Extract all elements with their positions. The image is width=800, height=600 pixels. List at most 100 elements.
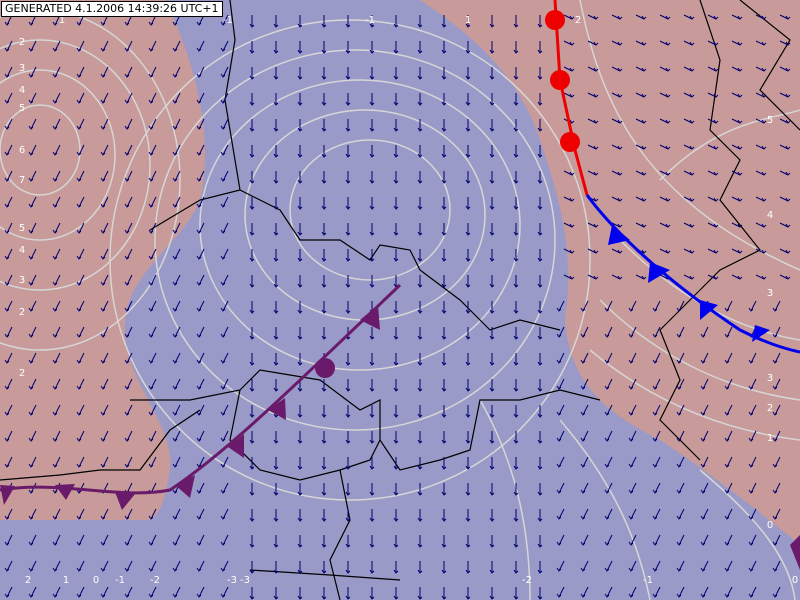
wind-arrow (611, 144, 623, 150)
wind-arrow (220, 300, 229, 312)
wind-arrow (172, 248, 181, 260)
isobar-label: 5 (19, 223, 25, 234)
wind-arrow (172, 508, 181, 520)
isobar-label: 3 (767, 288, 773, 299)
wind-arrow (465, 275, 471, 288)
wind-arrow (52, 586, 61, 598)
wind-arrow (4, 144, 13, 156)
wind-arrow (321, 509, 327, 522)
wind-arrow (731, 40, 743, 46)
wind-arrow (772, 352, 781, 364)
isobar-label: 4 (19, 85, 25, 96)
wind-arrow (273, 171, 279, 184)
wind-arrow (465, 171, 471, 184)
wind-arrow (652, 326, 661, 338)
wind-arrow (172, 404, 181, 416)
wind-arrow (772, 508, 781, 520)
wind-arrow (124, 118, 133, 130)
wind-arrow (537, 275, 543, 288)
wind-arrow (537, 379, 543, 392)
wind-arrow (297, 431, 303, 444)
wind-arrow (28, 92, 37, 104)
wind-arrow (345, 561, 351, 574)
wind-arrow (755, 170, 767, 176)
wind-arrow (489, 15, 495, 28)
wind-arrow (489, 353, 495, 366)
wind-arrow (587, 92, 599, 98)
wind-arrow (537, 561, 543, 574)
wind-arrow (652, 560, 661, 572)
wind-arrow (417, 275, 423, 288)
wind-arrow (297, 587, 303, 600)
wind-arrow (587, 222, 599, 228)
wind-arrow (465, 327, 471, 340)
wind-arrow (707, 248, 719, 254)
wind-arrow (724, 534, 733, 546)
wind-arrow (724, 378, 733, 390)
wind-arrow (748, 300, 757, 312)
wind-arrow (100, 534, 109, 546)
wind-arrow (196, 378, 205, 390)
wind-arrow (731, 118, 743, 124)
wind-arrow (393, 223, 399, 236)
wind-arrow (220, 482, 229, 494)
wind-arrow (28, 404, 37, 416)
wind-arrow (489, 561, 495, 574)
wind-arrow (345, 301, 351, 314)
wind-arrow (273, 353, 279, 366)
wind-arrow (124, 92, 133, 104)
wind-arrow (148, 534, 157, 546)
wind-arrow (700, 378, 709, 390)
wind-arrow (249, 119, 255, 132)
wind-arrow (148, 456, 157, 468)
wind-arrow (513, 171, 519, 184)
wind-arrow (220, 326, 229, 338)
wind-arrow (148, 248, 157, 260)
wind-arrow (345, 275, 351, 288)
wind-arrow (100, 326, 109, 338)
wind-arrow (580, 560, 589, 572)
wind-arrow (604, 508, 613, 520)
wind-arrow (604, 300, 613, 312)
wind-arrow (321, 535, 327, 548)
wind-arrow (4, 378, 13, 390)
wind-arrow (489, 171, 495, 184)
wind-arrow (748, 508, 757, 520)
wind-arrow (628, 560, 637, 572)
wind-arrow (489, 535, 495, 548)
wind-arrow (52, 326, 61, 338)
wind-arrow (556, 482, 565, 494)
wind-arrow (321, 119, 327, 132)
wind-arrow (465, 353, 471, 366)
wind-arrow (417, 327, 423, 340)
wind-arrow (196, 144, 205, 156)
wind-arrow (724, 482, 733, 494)
wind-arrow (4, 40, 13, 52)
wind-arrow (345, 431, 351, 444)
wind-arrow (273, 249, 279, 262)
wind-arrow (731, 92, 743, 98)
isobar-label: 1 (767, 433, 773, 444)
wind-arrow (28, 560, 37, 572)
wind-arrow (513, 509, 519, 522)
wind-arrow (297, 197, 303, 210)
wind-arrow (755, 144, 767, 150)
wind-arrow (779, 40, 791, 46)
wind-arrow (369, 41, 375, 54)
wind-arrow (297, 223, 303, 236)
isobar-label: -2 (522, 575, 532, 586)
wind-arrow (124, 248, 133, 260)
wind-arrow (417, 353, 423, 366)
wind-arrow (611, 92, 623, 98)
wind-arrow (417, 457, 423, 470)
wind-arrow (369, 327, 375, 340)
wind-arrow (587, 66, 599, 72)
wind-arrow (76, 300, 85, 312)
wind-arrow (659, 118, 671, 124)
wind-arrow (441, 457, 447, 470)
wind-arrow (652, 508, 661, 520)
wind-arrow (556, 378, 565, 390)
wind-arrow (345, 587, 351, 600)
wind-arrow (441, 379, 447, 392)
isobar-label: 4 (767, 210, 773, 221)
